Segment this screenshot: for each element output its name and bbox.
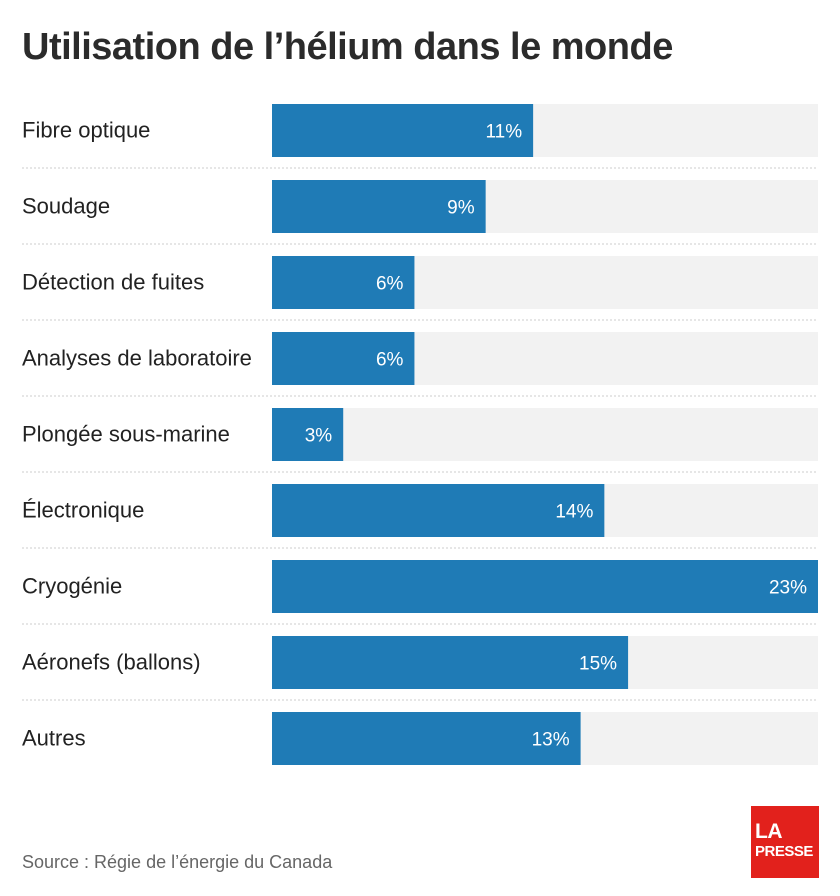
value-label: 6% [376, 274, 404, 295]
value-label: 9% [447, 198, 475, 219]
value-label: 6% [376, 350, 404, 371]
value-label: 13% [532, 730, 570, 751]
chart-title: Utilisation de l’hélium dans le monde [22, 26, 673, 68]
value-label: 11% [486, 122, 523, 143]
bar [272, 636, 629, 689]
bar [272, 256, 415, 309]
bar [272, 180, 486, 233]
value-label: 14% [555, 502, 593, 523]
bar-chart: Fibre optique 11% Soudage 9% Détection de fu… [22, 104, 818, 765]
category-label: Fibre optique [22, 118, 150, 143]
category-label: Cryogénie [22, 574, 122, 599]
bar [272, 408, 344, 461]
bar [272, 332, 415, 385]
category-label: Soudage [22, 194, 110, 219]
category-label: Aéronefs (ballons) [22, 650, 201, 675]
category-label: Plongée sous-marine [22, 422, 230, 447]
source-note: Source : Régie de l’énergie du Canada [22, 852, 333, 872]
la-presse-logo: LA PRESSE [751, 806, 819, 878]
logo-line-1: LA [755, 820, 783, 843]
category-label: Électronique [22, 498, 144, 523]
bar [272, 712, 581, 765]
value-label: 15% [579, 654, 617, 675]
value-label: 3% [305, 426, 333, 447]
bar [272, 560, 818, 613]
bar-track [272, 408, 818, 461]
bar [272, 484, 605, 537]
category-label: Détection de fuites [22, 270, 204, 295]
logo-line-2: PRESSE [755, 843, 813, 860]
category-label: Analyses de laboratoire [22, 346, 252, 371]
bar [272, 104, 534, 157]
value-label: 23% [769, 578, 807, 599]
category-label: Autres [22, 726, 86, 751]
